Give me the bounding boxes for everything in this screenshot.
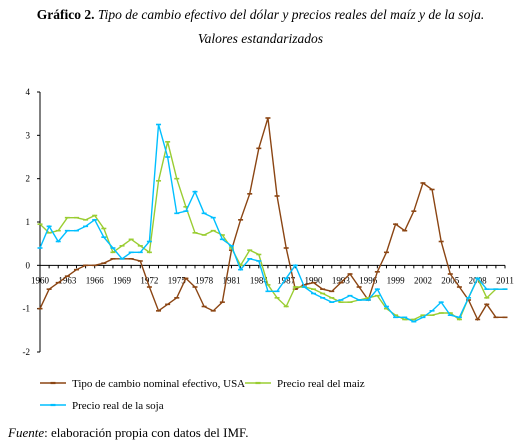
- legend-label: Precio real de la soja: [72, 400, 164, 412]
- legend-item: Precio real de la soja: [40, 400, 164, 412]
- x-tick-label: 1966: [86, 275, 105, 285]
- x-tick-label: 1999: [387, 275, 406, 285]
- x-tick-label: 2011: [496, 275, 514, 285]
- y-tick-label: 3: [26, 130, 31, 140]
- figure-title: Tipo de cambio efectivo del dólar y prec…: [97, 7, 485, 22]
- chart-title: Gráfico 2. Tipo de cambio efectivo del d…: [0, 7, 521, 23]
- x-tick-label: 1990: [305, 275, 324, 285]
- x-tick-label: 1963: [58, 275, 77, 285]
- source-label: Fuente: [8, 425, 45, 440]
- series-1: [37, 117, 508, 321]
- chart-subtitle: Valores estandarizados: [197, 31, 324, 46]
- legend-item: Precio real del maiz: [245, 378, 365, 390]
- y-tick-label: -1: [23, 304, 31, 314]
- x-tick-label: 2005: [441, 275, 460, 285]
- chart-legend: Tipo de cambio nominal efectivo, USA Prec…: [40, 378, 365, 412]
- x-tick-label: 1981: [222, 275, 240, 285]
- chart-series: [37, 117, 508, 323]
- y-tick-label: 1: [26, 217, 31, 227]
- y-tick-label: -2: [23, 347, 31, 357]
- x-tick-label: 1984: [250, 275, 269, 285]
- y-tick-label: 0: [26, 260, 31, 270]
- x-tick-label: 1960: [31, 275, 50, 285]
- y-tick-label: 4: [26, 87, 31, 97]
- source-text: : elaboración propia con datos del IMF.: [44, 425, 249, 440]
- x-tick-label: 1993: [332, 275, 351, 285]
- legend-label: Precio real del maiz: [277, 378, 365, 390]
- x-tick-label: 1987: [277, 275, 296, 285]
- x-tick-label: 2002: [414, 275, 432, 285]
- y-tick-label: 2: [26, 174, 31, 184]
- x-tick-label: 1972: [140, 275, 158, 285]
- series-line: [39, 141, 505, 321]
- series-line: [39, 117, 505, 321]
- series-line: [39, 124, 505, 323]
- x-tick-label: 1969: [113, 275, 132, 285]
- chart-source: Fuente: elaboración propia con datos del…: [8, 425, 248, 441]
- legend-label: Tipo de cambio nominal efectivo, USA: [72, 378, 245, 390]
- series-3: [37, 123, 508, 323]
- figure-label: Gráfico 2.: [36, 7, 95, 22]
- x-tick-label: 1996: [359, 275, 378, 285]
- series-2: [37, 141, 508, 321]
- x-tick-label: 1975: [168, 275, 187, 285]
- x-tick-label: 1978: [195, 275, 214, 285]
- chart-axes: 4 3 2 1 0 -1 -2 1960 1963 1966 1969 1972 1975 1978 198…: [23, 87, 514, 357]
- legend-item: Tipo de cambio nominal efectivo, USA: [40, 378, 245, 390]
